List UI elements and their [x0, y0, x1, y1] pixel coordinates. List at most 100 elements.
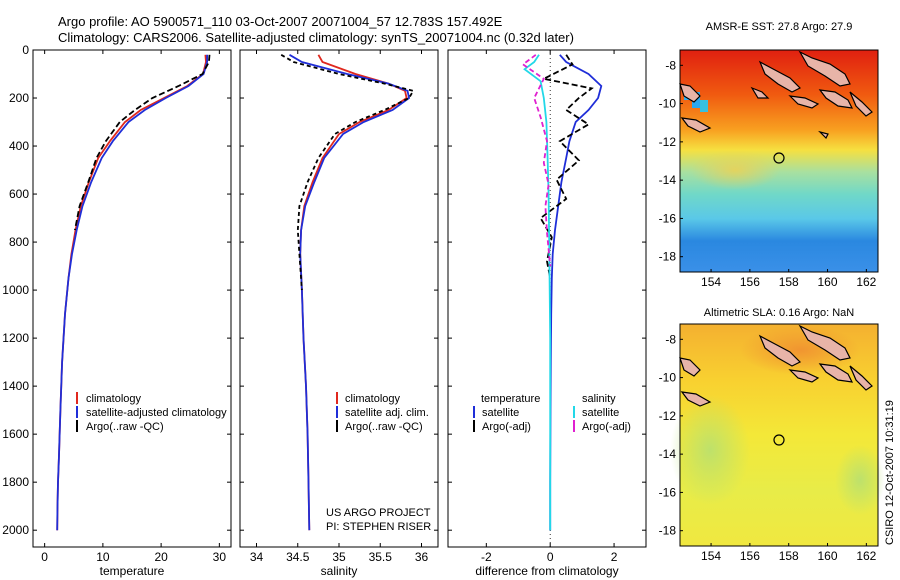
x-tick-label: 154 — [701, 275, 721, 289]
x-tick-label: 0 — [41, 550, 48, 564]
island — [798, 324, 851, 361]
legend-label-satellite: satellite-adjusted climatology — [86, 407, 227, 419]
y-tick-label: -10 — [659, 97, 677, 111]
x-tick-label: 30 — [213, 550, 227, 564]
y-tick-label: 1800 — [2, 475, 29, 489]
legend-label-argo: Argo(..raw -QC) — [345, 421, 423, 433]
argo-float-marker — [773, 434, 785, 446]
island — [680, 391, 712, 407]
y-tick-label: -8 — [665, 332, 676, 346]
sla-low-patch — [835, 445, 885, 515]
island — [818, 130, 829, 140]
legend-label-temp-satellite: satellite — [482, 407, 519, 419]
salinity-legend: climatology satellite adj. clim. Argo(..… — [326, 392, 431, 533]
island — [750, 86, 770, 99]
legend-label-satellite: satellite adj. clim. — [345, 407, 429, 419]
plot-frame — [32, 49, 232, 548]
x-tick-label: 156 — [740, 275, 760, 289]
x-tick-label: 34 — [250, 550, 264, 564]
island — [798, 50, 851, 87]
legend-title-temperature: temperature — [481, 393, 540, 405]
island — [679, 357, 701, 377]
legend-label-climatology: climatology — [345, 393, 401, 405]
x-tick-label: 156 — [740, 549, 760, 563]
series-line-temperature-satellite — [549, 54, 603, 531]
sst-anomaly-pixel — [700, 100, 708, 112]
temperature-legend: climatology satellite-adjusted climatolo… — [76, 392, 227, 433]
x-tick-label: 154 — [701, 549, 721, 563]
x-axis-label: difference from climatology — [475, 564, 618, 578]
legend-label-sal-satellite: satellite — [582, 407, 619, 419]
x-tick-label: 162 — [856, 549, 876, 563]
x-tick-label: 20 — [154, 550, 168, 564]
y-tick-label: -12 — [659, 135, 677, 149]
series-line-satellite-adjusted-climatology — [56, 54, 208, 531]
y-tick-label: -14 — [659, 173, 677, 187]
legend-label-temp-argo: Argo(-adj) — [482, 421, 531, 433]
x-tick-label: 2 — [611, 550, 618, 564]
island — [679, 83, 701, 103]
sla-map-frame — [679, 323, 879, 547]
sla-low-patch — [670, 395, 750, 505]
sst-warm-patch — [690, 150, 780, 190]
island — [680, 117, 712, 133]
y-tick-label: 600 — [9, 187, 29, 201]
x-tick-label: 162 — [856, 275, 876, 289]
island — [818, 363, 854, 383]
figure-title-line2: Climatology: CARS2006. Satellite-adjuste… — [58, 30, 574, 45]
x-tick-label: -2 — [481, 550, 492, 564]
x-tick-label: 34.5 — [286, 550, 310, 564]
y-tick-label: 1400 — [2, 379, 29, 393]
island — [758, 334, 802, 367]
x-tick-label: 158 — [779, 275, 799, 289]
y-tick-label: -14 — [659, 447, 677, 461]
x-tick-label: 35 — [332, 550, 346, 564]
island — [849, 91, 873, 117]
y-tick-label: 1600 — [2, 427, 29, 441]
x-tick-label: 158 — [779, 549, 799, 563]
y-tick-label: -12 — [659, 409, 677, 423]
y-tick-label: -16 — [659, 485, 677, 499]
y-tick-label: 800 — [9, 235, 29, 249]
sla-map-panel: Altimetric SLA: 0.16 Argo: NaN 154 156 158… — [659, 307, 885, 563]
x-tick-label: 35.5 — [369, 550, 393, 564]
y-tick-label: -10 — [659, 371, 677, 385]
coastline-islands — [679, 324, 873, 407]
y-tick-label: 0 — [22, 43, 29, 57]
figure-title-line1: Argo profile: AO 5900571_110 03-Oct-2007… — [58, 14, 503, 29]
x-tick-label: 160 — [818, 549, 838, 563]
y-tick-label: 1200 — [2, 331, 29, 345]
y-tick-label: 1000 — [2, 283, 29, 297]
y-tick-label: 200 — [9, 91, 29, 105]
y-tick-label: -16 — [659, 211, 677, 225]
series-line-salinity-argo-adj — [521, 54, 552, 267]
legend-label-sal-argo: Argo(-adj) — [582, 421, 631, 433]
plot-frame — [447, 49, 647, 548]
y-tick-label: 400 — [9, 139, 29, 153]
difference-legend: temperature salinity satellite Argo(-adj… — [473, 393, 631, 433]
y-tick-label: -18 — [659, 250, 677, 264]
project-line1: US ARGO PROJECT — [326, 507, 431, 519]
x-axis-label: temperature — [100, 564, 165, 578]
island — [788, 369, 820, 383]
series-line-salinity-satellite — [523, 54, 552, 531]
project-line2: PI: STEPHEN RISER — [326, 521, 431, 533]
credit-timestamp: CSIRO 12-Oct-2007 10:31:19 — [884, 400, 896, 545]
island — [758, 60, 802, 93]
series-line-temperature-argo-adj — [539, 54, 594, 279]
series-line-argo-raw-qc — [280, 54, 415, 291]
legend-label-climatology: climatology — [86, 393, 142, 405]
plot-frame — [239, 49, 439, 548]
sst-map-title: AMSR-E SST: 27.8 Argo: 27.9 — [706, 21, 853, 33]
island — [818, 89, 854, 109]
salinity-panel: 34 34.5 35 35.5 36 salinity — [239, 49, 439, 578]
series-line-climatology — [299, 54, 408, 531]
x-tick-label: 160 — [818, 275, 838, 289]
x-tick-label: 10 — [96, 550, 110, 564]
legend-label-argo: Argo(..raw -QC) — [86, 421, 164, 433]
coastline-islands — [679, 50, 873, 140]
island — [788, 95, 820, 109]
series-line-climatology — [56, 54, 207, 531]
